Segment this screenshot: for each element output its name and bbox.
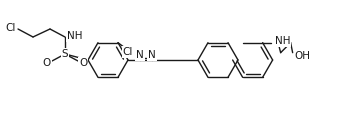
Text: O: O (79, 58, 87, 68)
Text: N: N (136, 50, 144, 60)
Text: OH: OH (295, 51, 310, 61)
Text: Cl: Cl (123, 47, 133, 57)
Text: NH: NH (275, 36, 290, 46)
Text: N: N (148, 50, 156, 60)
Text: O: O (43, 58, 51, 68)
Text: Cl: Cl (6, 23, 16, 33)
Text: NH: NH (67, 31, 82, 41)
Text: S: S (62, 49, 68, 59)
